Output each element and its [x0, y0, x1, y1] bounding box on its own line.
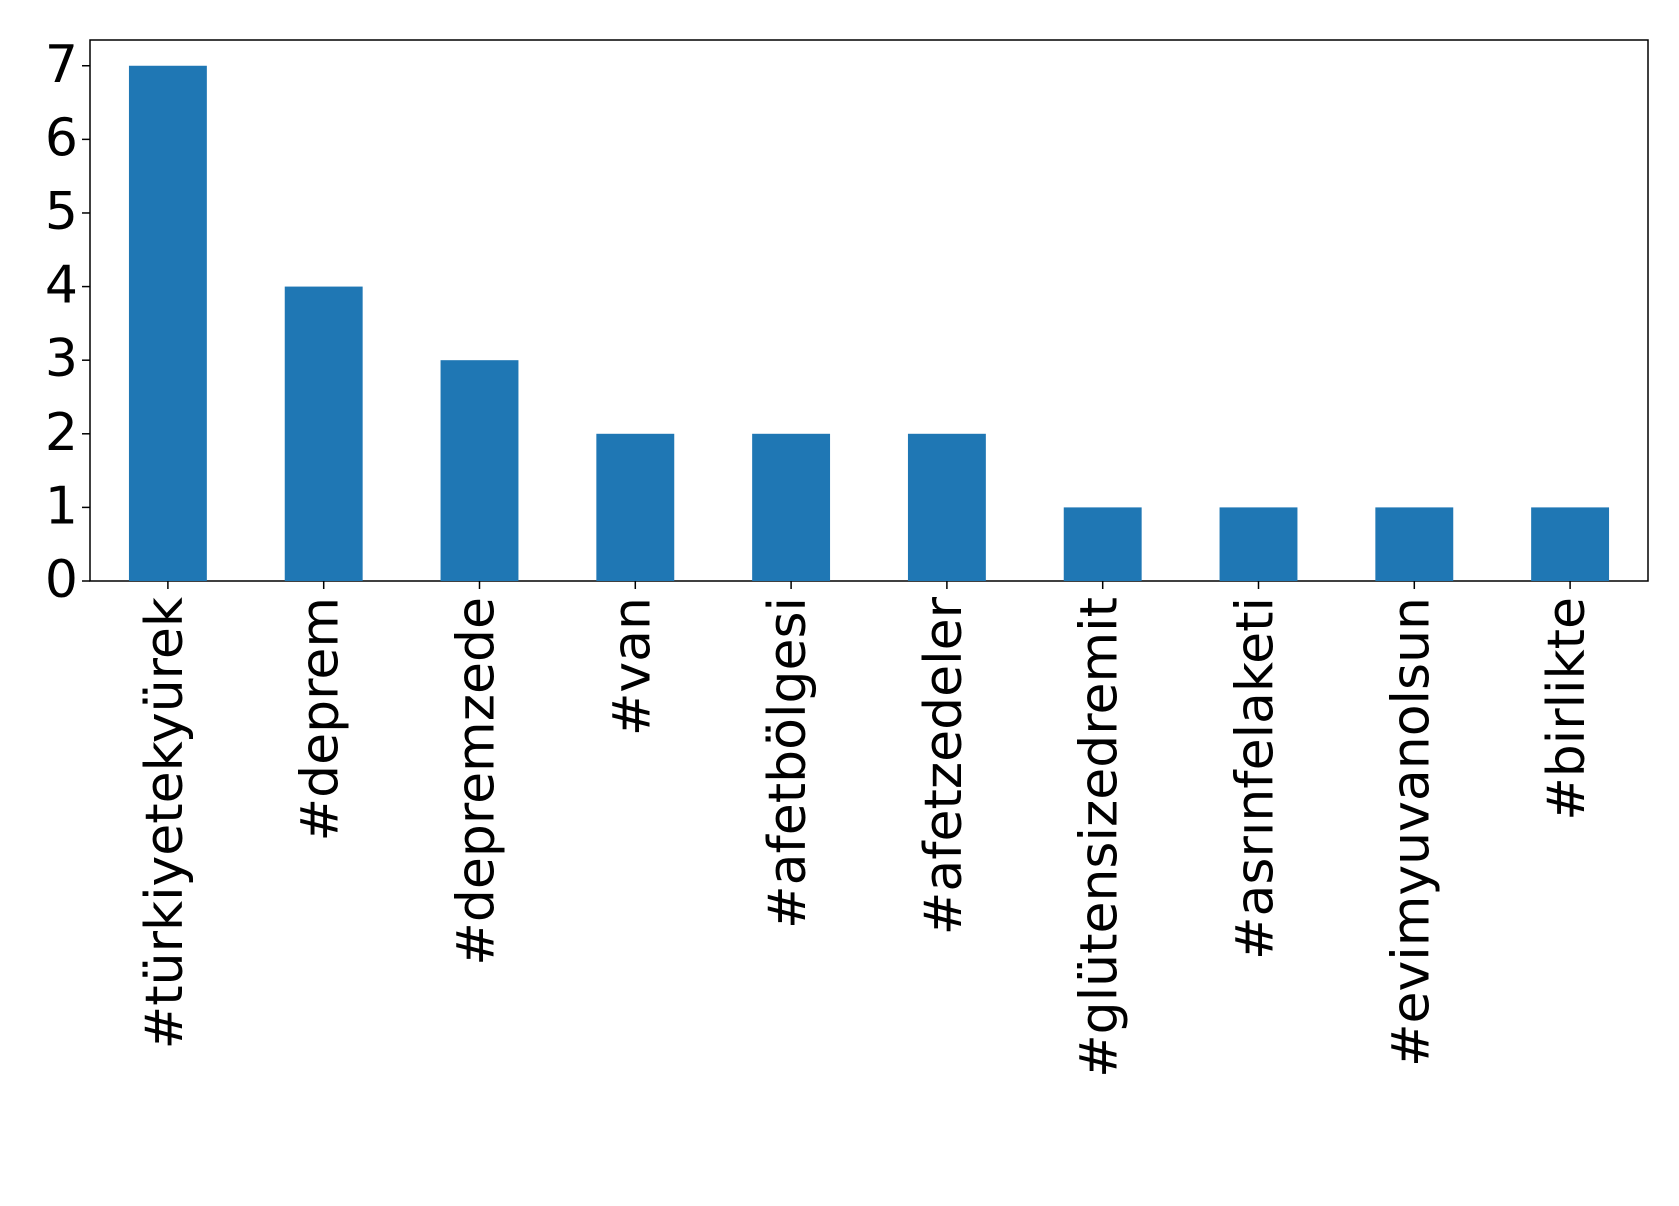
y-tick-label: 7: [45, 35, 78, 95]
x-tick-label: #depremzede: [447, 597, 507, 966]
bar: [1063, 507, 1142, 581]
y-tick-label: 1: [45, 476, 78, 536]
plot-frame: [89, 39, 1649, 582]
x-tick-label: #afetzedeler: [914, 596, 974, 935]
bar: [752, 433, 831, 581]
bar: [284, 286, 363, 581]
bar: [440, 360, 519, 581]
y-tick-label: 6: [45, 108, 78, 168]
bar: [1219, 507, 1298, 581]
y-tick-label: 5: [45, 182, 78, 242]
x-tick-label: #asrınfelaketi: [1226, 597, 1286, 960]
x-tick-label: #birlikte: [1537, 597, 1597, 821]
x-tick-label: #glütensizedremit: [1070, 597, 1130, 1078]
x-tick-label: #evimyuvanolsun: [1381, 597, 1441, 1067]
x-tick-label: #türkiyetekyürek: [135, 597, 195, 1049]
x-tick-label: #van: [602, 597, 662, 736]
y-tick-label: 3: [45, 329, 78, 389]
y-tick-label: 0: [45, 550, 78, 610]
x-tick-label: #deprem: [291, 597, 351, 841]
bar: [128, 65, 207, 581]
bar: [596, 433, 675, 581]
x-tick-label: #afetbölgesi: [758, 597, 818, 929]
bar: [1531, 507, 1610, 581]
bar: [1375, 507, 1454, 581]
y-tick-label: 4: [45, 256, 78, 316]
bar: [907, 433, 986, 581]
y-tick-label: 2: [45, 403, 78, 463]
